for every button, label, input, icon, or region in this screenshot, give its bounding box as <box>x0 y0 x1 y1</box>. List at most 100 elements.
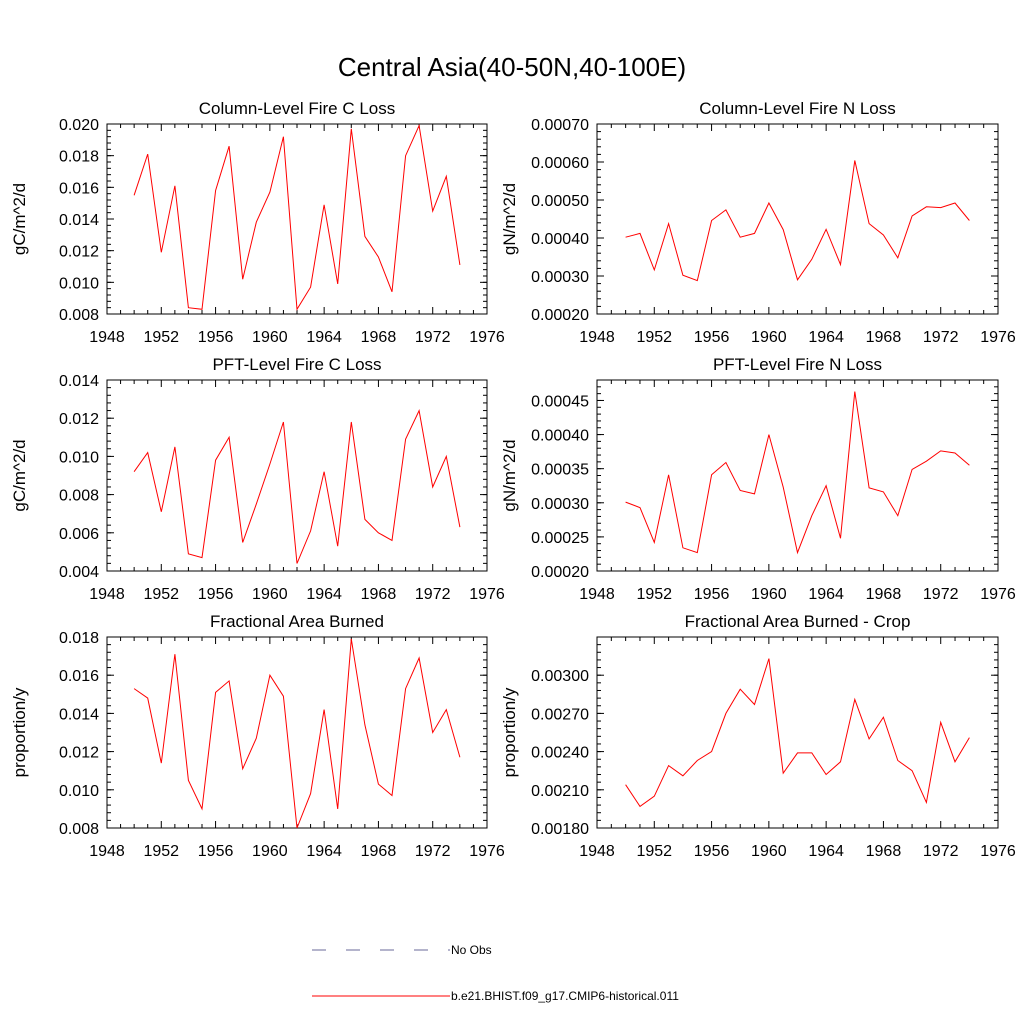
y-tick-label: 0.020 <box>59 117 99 134</box>
series-line-1 <box>133 123 461 311</box>
x-tick-label: 1968 <box>361 329 397 346</box>
y-tick-label: 0.014 <box>59 706 99 723</box>
y-tick-label: 0.00020 <box>531 307 589 324</box>
series-line-1 <box>625 160 970 282</box>
x-tick-label: 1960 <box>751 586 787 603</box>
y-tick-label: 0.014 <box>59 212 99 229</box>
panel-title: Column-Level Fire N Loss <box>699 99 896 118</box>
x-tick-label: 1952 <box>143 586 179 603</box>
panel-6: Fractional Area Burned - Crop proportion/… <box>500 612 1016 860</box>
legend-model-label: b.e21.BHIST.f09_g17.CMIP6-historical.011 <box>451 989 679 1003</box>
y-tick-label: 0.00300 <box>531 668 589 685</box>
legend: No Obs b.e21.BHIST.f09_g17.CMIP6-histori… <box>312 943 679 1003</box>
panels: Column-Level Fire C Loss gC/m^2/d 1948 1952… <box>10 99 1016 860</box>
y-tick-label: 0.00040 <box>531 428 589 445</box>
x-tick-label: 1976 <box>980 586 1016 603</box>
y-tick-label: 0.012 <box>59 745 99 762</box>
y-tick-label: 0.010 <box>59 783 99 800</box>
y-tick-label: 0.012 <box>59 244 99 261</box>
panel-5: Fractional Area Burned proportion/y 1948 19… <box>10 612 505 860</box>
x-tick-label: 1952 <box>143 843 179 860</box>
y-tick-label: 0.00240 <box>531 745 589 762</box>
x-tick-label: 1976 <box>469 843 505 860</box>
x-tick-label: 1960 <box>751 843 787 860</box>
x-tick-label: 1972 <box>415 329 451 346</box>
series-line-1 <box>133 638 461 829</box>
y-tick-label: 0.00070 <box>531 117 589 134</box>
x-tick-label: 1952 <box>636 329 672 346</box>
x-tick-label: 1956 <box>694 329 730 346</box>
y-tick-label: 0.00030 <box>531 269 589 286</box>
x-tick-label: 1964 <box>808 329 844 346</box>
x-tick-label: 1952 <box>143 329 179 346</box>
x-tick-label: 1976 <box>469 329 505 346</box>
y-tick-label: 0.004 <box>59 564 99 581</box>
y-tick-label: 0.008 <box>59 821 99 838</box>
panel-4: PFT-Level Fire N Loss gN/m^2/d 1948 1952 195… <box>500 355 1016 603</box>
x-tick-label: 1972 <box>923 843 959 860</box>
y-tick-label: 0.00210 <box>531 783 589 800</box>
y-tick-label: 0.014 <box>59 373 99 390</box>
y-axis-label: proportion/y <box>500 687 519 777</box>
panel-2: Column-Level Fire N Loss gN/m^2/d 1948 1952… <box>500 99 1016 346</box>
y-tick-label: 0.00050 <box>531 193 589 210</box>
figure-title: Central Asia(40-50N,40-100E) <box>338 52 686 82</box>
y-tick-label: 0.018 <box>59 630 99 647</box>
y-tick-label: 0.00030 <box>531 496 589 513</box>
x-tick-label: 1968 <box>866 843 902 860</box>
y-tick-label: 0.016 <box>59 180 99 197</box>
panel-title: Fractional Area Burned <box>210 612 384 631</box>
x-tick-label: 1956 <box>198 843 234 860</box>
x-tick-label: 1972 <box>415 843 451 860</box>
y-tick-label: 0.010 <box>59 449 99 466</box>
series-line-1 <box>133 408 461 564</box>
panel-title: PFT-Level Fire C Loss <box>212 355 381 374</box>
y-tick-label: 0.00180 <box>531 821 589 838</box>
x-tick-label: 1968 <box>361 586 397 603</box>
y-tick-label: 0.018 <box>59 149 99 166</box>
y-tick-label: 0.00025 <box>531 530 589 547</box>
x-tick-label: 1952 <box>636 843 672 860</box>
x-tick-label: 1976 <box>980 329 1016 346</box>
x-tick-label: 1976 <box>980 843 1016 860</box>
x-tick-label: 1960 <box>252 586 288 603</box>
x-tick-label: 1964 <box>808 586 844 603</box>
x-tick-label: 1948 <box>89 843 125 860</box>
x-tick-label: 1952 <box>636 586 672 603</box>
y-tick-label: 0.012 <box>59 411 99 428</box>
y-tick-label: 0.016 <box>59 668 99 685</box>
y-tick-label: 0.008 <box>59 307 99 324</box>
legend-no-obs-label: No Obs <box>451 943 492 957</box>
y-tick-label: 0.010 <box>59 275 99 292</box>
x-tick-label: 1964 <box>306 843 342 860</box>
x-tick-label: 1948 <box>89 586 125 603</box>
y-axis-label: gC/m^2/d <box>10 183 29 255</box>
series-line-1 <box>625 391 970 555</box>
plot-frame <box>596 379 999 572</box>
plot-frame <box>106 123 488 315</box>
x-tick-label: 1948 <box>579 586 615 603</box>
x-tick-label: 1964 <box>306 329 342 346</box>
y-tick-label: 0.006 <box>59 526 99 543</box>
plot-frame <box>106 379 488 572</box>
panel-title: Fractional Area Burned - Crop <box>685 612 911 631</box>
x-tick-label: 1956 <box>694 843 730 860</box>
x-tick-label: 1976 <box>469 586 505 603</box>
x-tick-label: 1972 <box>923 329 959 346</box>
y-tick-label: 0.00045 <box>531 393 589 410</box>
x-tick-label: 1960 <box>751 329 787 346</box>
x-tick-label: 1948 <box>89 329 125 346</box>
x-tick-label: 1960 <box>252 843 288 860</box>
x-tick-label: 1956 <box>198 329 234 346</box>
panel-title: Column-Level Fire C Loss <box>199 99 396 118</box>
x-tick-label: 1964 <box>808 843 844 860</box>
x-tick-label: 1972 <box>923 586 959 603</box>
x-tick-label: 1968 <box>361 843 397 860</box>
x-tick-label: 1948 <box>579 329 615 346</box>
y-tick-label: 0.00040 <box>531 231 589 248</box>
y-axis-label: gN/m^2/d <box>500 439 519 511</box>
x-tick-label: 1960 <box>252 329 288 346</box>
y-tick-label: 0.00060 <box>531 155 589 172</box>
x-tick-label: 1968 <box>866 586 902 603</box>
y-axis-label: gC/m^2/d <box>10 439 29 511</box>
